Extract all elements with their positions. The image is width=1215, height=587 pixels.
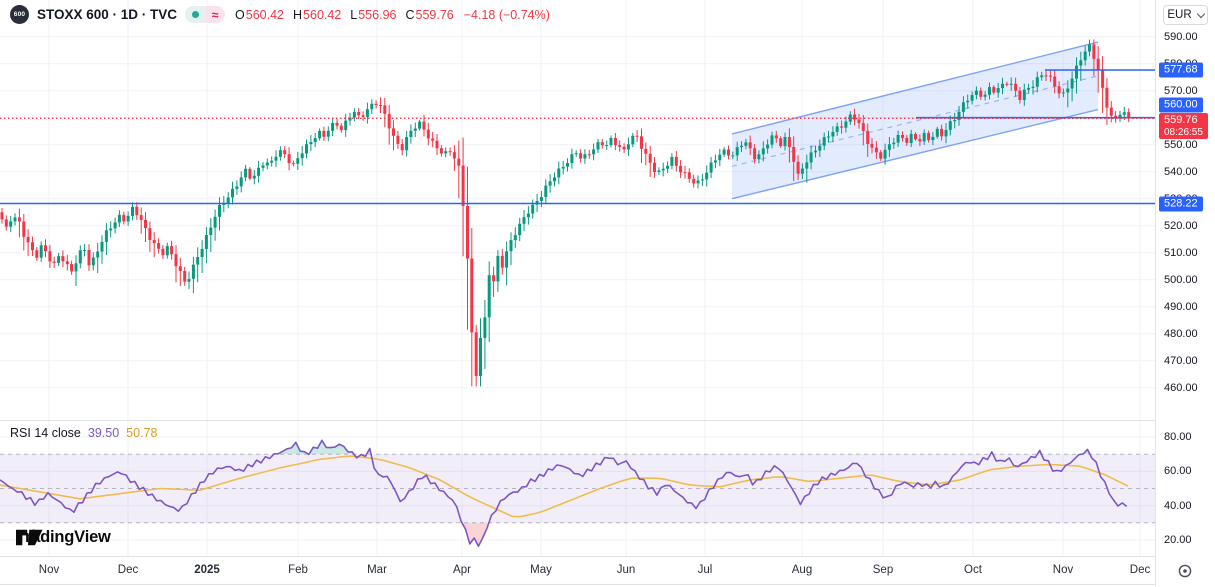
price-level-label[interactable]: 560.00 [1159, 97, 1203, 113]
rsi-tick-label: 20.00 [1164, 534, 1192, 546]
symbol-title[interactable]: STOXX 600 · 1D · TVC [37, 7, 178, 22]
time-tick-label: Nov [38, 564, 60, 576]
rsi-value: 39.50 [87, 426, 120, 440]
price-tick-label: 520.00 [1164, 219, 1198, 232]
time-tick-label: 2025 [194, 564, 220, 576]
rsi-pane[interactable] [0, 420, 1155, 556]
time-tick-label: Dec [1129, 564, 1151, 576]
currency-dropdown[interactable]: EUR [1163, 5, 1208, 25]
last-price-value: 559.76 [1164, 114, 1198, 126]
rsi-tick-label: 40.00 [1164, 499, 1192, 512]
price-tick-label: 590.00 [1164, 30, 1198, 43]
rsi-legend[interactable]: RSI 14 close 39.50 50.78 [10, 426, 158, 440]
time-tick-label: Jun [616, 564, 636, 576]
rsi-tick-label: 80.00 [1164, 431, 1192, 443]
ohlc-values: O 560.42 H 560.42 L 556.96 C 559.76 [235, 7, 454, 22]
price-tick-label: 470.00 [1164, 354, 1198, 367]
price-level-label[interactable]: 577.68 [1159, 62, 1203, 78]
chevron-down-icon [1196, 9, 1205, 18]
change-value: −4.18 (−0.74%) [463, 7, 550, 22]
time-tick-label: Dec [117, 564, 139, 576]
rsi-tick-label: 60.00 [1164, 465, 1192, 478]
price-tick-label: 490.00 [1164, 300, 1198, 313]
symbol-status-pill: ≈ [185, 6, 226, 23]
time-axis[interactable]: Nov Dec 2025 Feb Mar Apr May Jun Jul Aug Sep Oct Nov… [0, 557, 1155, 584]
bottom-separator [0, 584, 1215, 585]
price-tick-label: 500.00 [1164, 273, 1198, 286]
high-value: 560.42 [303, 7, 342, 22]
time-tick-label: Oct [964, 564, 982, 576]
price-tick-label: 480.00 [1164, 327, 1198, 340]
close-value: 559.76 [415, 7, 454, 22]
open-value: 560.42 [245, 7, 285, 22]
low-value: 556.96 [358, 7, 397, 22]
tradingview-attribution[interactable]: TradingView [16, 528, 111, 547]
time-tick-label: Sep [872, 564, 894, 576]
time-tick-label: Jul [697, 564, 713, 576]
price-tick-label: 550.00 [1164, 138, 1198, 151]
price-tick-label: 540.00 [1164, 165, 1198, 178]
time-tick-label: Mar [367, 564, 387, 576]
market-open-icon [185, 6, 206, 23]
time-axis-separator [0, 556, 1215, 557]
tradingview-logo-icon [16, 529, 43, 546]
last-price-label: 559.76 08:26:55 [1159, 113, 1208, 139]
currency-label: EUR [1167, 9, 1192, 21]
time-tick-label: Feb [288, 564, 308, 576]
price-pane[interactable] [0, 0, 1155, 420]
bar-countdown: 08:26:55 [1164, 127, 1203, 138]
rsi-ma-value: 50.78 [126, 426, 158, 440]
approximate-data-icon: ≈ [205, 6, 226, 23]
time-tick-label: Aug [791, 564, 813, 576]
symbol-logo: 600 [10, 5, 29, 24]
price-level-label[interactable]: 528.22 [1159, 196, 1203, 212]
price-tick-label: 510.00 [1164, 246, 1198, 259]
price-tick-label: 460.00 [1164, 381, 1198, 394]
time-tick-label: Apr [453, 564, 471, 576]
symbol-legend: 600 STOXX 600 · 1D · TVC ≈ O 560.42 H 560.… [10, 5, 550, 24]
price-axis[interactable]: 590.00580.00570.00560.00550.00540.00530.… [1155, 0, 1215, 587]
pane-separator[interactable] [0, 420, 1215, 421]
time-tick-label: Nov [1052, 564, 1074, 576]
price-tick-label: 570.00 [1164, 84, 1198, 97]
time-tick-label: May [530, 564, 552, 576]
axis-settings-icon[interactable] [1177, 563, 1193, 579]
